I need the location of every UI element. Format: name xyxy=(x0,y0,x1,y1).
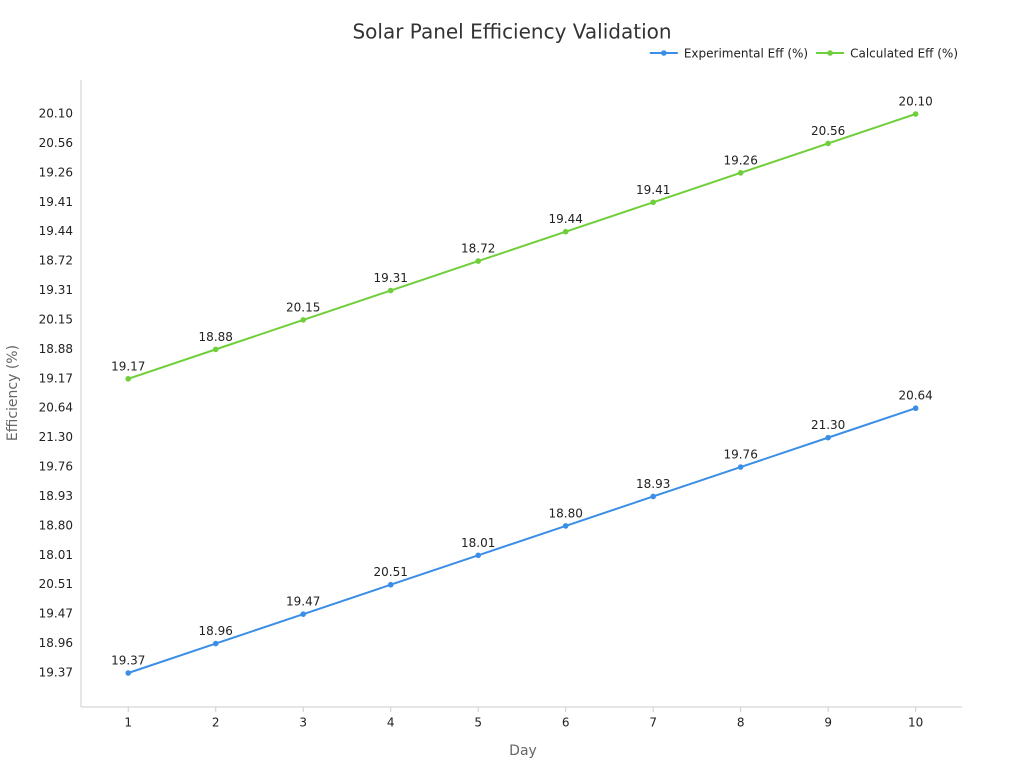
y-tick-label: 18.01 xyxy=(39,548,73,562)
y-tick-label: 20.10 xyxy=(39,107,73,121)
y-tick-label: 20.64 xyxy=(39,401,73,415)
y-tick-label: 19.26 xyxy=(39,165,73,179)
data-point xyxy=(737,170,744,176)
data-point xyxy=(650,199,656,206)
data-label: 19.37 xyxy=(111,654,145,668)
data-label: 18.72 xyxy=(461,242,495,256)
series-line xyxy=(127,113,916,380)
legend-marker xyxy=(661,50,667,56)
y-tick-label: 20.51 xyxy=(39,577,73,591)
y-tick-label: 20.56 xyxy=(39,136,73,150)
data-point xyxy=(212,346,219,353)
y-tick-label: 19.41 xyxy=(39,195,73,209)
data-label: 19.47 xyxy=(286,595,320,609)
data-label: 19.41 xyxy=(636,183,670,197)
y-axis-label: Efficiency (%) xyxy=(5,345,21,441)
y-tick-label: 18.88 xyxy=(39,342,73,356)
data-label: 19.76 xyxy=(723,448,757,462)
legend-label: Experimental Eff (%) xyxy=(684,47,808,61)
x-tick-label: 2 xyxy=(212,716,220,730)
y-tick-label: 20.15 xyxy=(39,312,73,326)
data-point xyxy=(387,287,394,294)
data-point xyxy=(475,258,481,264)
y-tick-label: 19.31 xyxy=(39,283,73,297)
data-point xyxy=(300,611,307,617)
data-point xyxy=(825,140,831,147)
y-tick-label: 18.80 xyxy=(39,518,73,532)
series-line xyxy=(127,407,916,674)
x-tick-label: 9 xyxy=(824,716,832,730)
x-tick-label: 4 xyxy=(387,716,395,730)
data-point xyxy=(650,493,656,500)
x-tick-label: 3 xyxy=(299,716,307,730)
x-tick-label: 10 xyxy=(908,716,923,730)
data-point xyxy=(300,317,307,323)
y-tick-label: 18.93 xyxy=(39,489,73,503)
y-tick-label: 18.96 xyxy=(39,636,73,650)
data-point xyxy=(387,581,394,588)
data-label: 19.17 xyxy=(111,359,145,373)
x-tick-label: 6 xyxy=(562,716,570,730)
data-point xyxy=(562,523,569,529)
y-tick-label: 21.30 xyxy=(39,430,73,444)
y-tick-label: 19.47 xyxy=(39,607,73,621)
legend-marker xyxy=(827,50,833,56)
data-point xyxy=(825,434,831,441)
y-tick-label: 18.72 xyxy=(39,254,73,268)
data-point xyxy=(912,111,919,117)
data-label: 20.51 xyxy=(374,565,408,579)
data-label: 18.93 xyxy=(636,477,670,491)
y-tick-label: 19.44 xyxy=(39,224,73,238)
data-label: 20.64 xyxy=(898,389,932,403)
y-tick-label: 19.17 xyxy=(39,371,73,385)
data-point xyxy=(125,375,132,382)
x-tick-label: 8 xyxy=(737,716,745,730)
data-label: 21.30 xyxy=(811,418,845,432)
data-label: 18.01 xyxy=(461,536,495,550)
data-label: 19.31 xyxy=(374,271,408,285)
data-label: 20.56 xyxy=(811,124,845,138)
chart-title: Solar Panel Efficiency Validation xyxy=(352,20,671,44)
data-point xyxy=(125,670,132,676)
data-label: 20.10 xyxy=(898,95,932,109)
x-tick-label: 7 xyxy=(649,716,657,730)
x-tick-label: 5 xyxy=(474,716,482,730)
data-label: 19.44 xyxy=(549,212,583,226)
data-label: 18.96 xyxy=(199,624,233,638)
data-point xyxy=(475,552,481,559)
data-label: 18.88 xyxy=(199,330,233,344)
x-axis-label: Day xyxy=(509,743,537,759)
y-tick-label: 19.76 xyxy=(39,460,73,474)
y-tick-label: 19.37 xyxy=(39,666,73,680)
data-label: 19.26 xyxy=(723,153,757,167)
data-point xyxy=(212,640,219,647)
data-point xyxy=(737,464,744,470)
legend-label: Calculated Eff (%) xyxy=(850,47,958,61)
x-tick-label: 1 xyxy=(124,716,132,730)
data-label: 20.15 xyxy=(286,300,320,314)
data-point xyxy=(562,228,569,235)
data-label: 18.80 xyxy=(549,506,583,520)
data-point xyxy=(912,405,919,412)
